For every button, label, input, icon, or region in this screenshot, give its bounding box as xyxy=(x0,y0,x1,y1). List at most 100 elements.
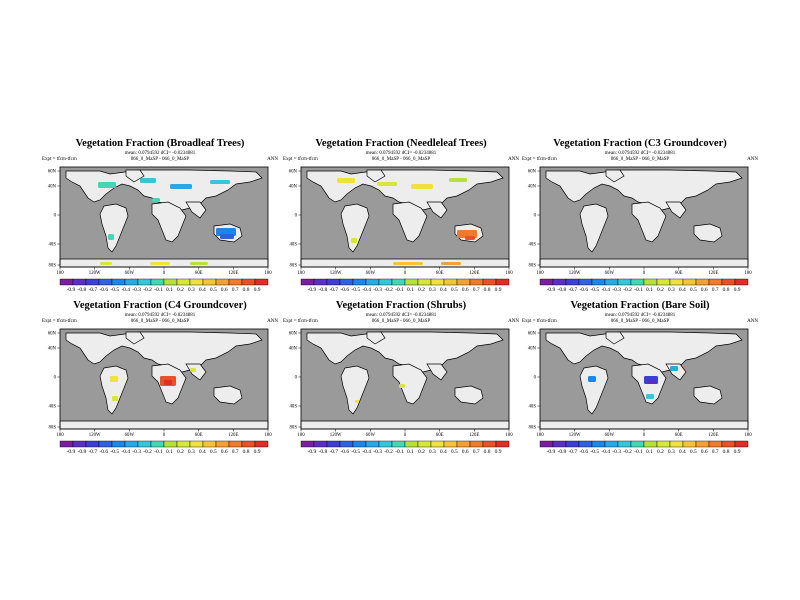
lon-tick-label: 120E xyxy=(708,433,718,438)
lat-tick-label: 0 xyxy=(295,376,298,381)
colorbar-label: 0.9 xyxy=(495,287,502,293)
colorbar-swatch xyxy=(604,278,619,286)
lon-tick-label: 180 xyxy=(56,271,64,276)
panel-expt: Expt = tfcm-tfcm xyxy=(283,319,318,324)
panel-case: 066_0_MaSP - 066_0_MaSP xyxy=(371,157,431,162)
colorbar-label: -0.8 xyxy=(78,449,87,455)
colorbar-label: 0.2 xyxy=(418,449,425,455)
colorbar-swatch xyxy=(695,278,710,286)
lon-tick-label: 0 xyxy=(404,271,407,276)
map-land xyxy=(454,385,484,405)
colorbar-swatch xyxy=(352,440,367,448)
panel-stats: mean: 0.0794592 dCI= -0.0234881 xyxy=(604,151,676,156)
colorbar-label: 0.9 xyxy=(254,287,261,293)
colorbar-swatch xyxy=(656,440,671,448)
colorbar-swatch xyxy=(708,278,723,286)
colorbar-label: -0.5 xyxy=(351,449,360,455)
colorbar-label: 0.6 xyxy=(221,449,228,455)
lon-tick-label: 60W xyxy=(125,271,135,276)
colorbar-swatch xyxy=(539,278,554,286)
lon-tick-label: 120W xyxy=(89,433,101,438)
map-land xyxy=(426,201,448,219)
colorbar-label: -0.2 xyxy=(623,449,632,455)
data-cell xyxy=(152,198,160,202)
colorbar-swatch xyxy=(552,278,567,286)
colorbar-label: -0.2 xyxy=(143,449,152,455)
panel-stats: mean: 0.0794592 dCI= -0.0234881 xyxy=(365,151,437,156)
colorbar-swatch xyxy=(300,278,315,286)
colorbar-label: -0.5 xyxy=(110,287,119,293)
colorbar-swatch xyxy=(669,440,684,448)
colorbar-label: 0.3 xyxy=(188,287,195,293)
map-land xyxy=(59,420,269,430)
data-cell xyxy=(110,376,118,382)
lon-tick-label: 180 xyxy=(536,433,544,438)
lat-tick-label: 0 xyxy=(295,214,298,219)
colorbar-swatch xyxy=(378,278,393,286)
data-cell xyxy=(441,262,461,265)
colorbar-label: 0.7 xyxy=(712,287,719,293)
colorbar-swatch xyxy=(111,440,126,448)
map-land xyxy=(125,331,145,345)
colorbar-label: -0.9 xyxy=(308,449,317,455)
colorbar-swatch xyxy=(313,440,328,448)
lon-tick-label: 120W xyxy=(330,271,342,276)
data-cell xyxy=(190,262,208,265)
lat-tick-label: 40S xyxy=(49,243,57,248)
panel-stats: mean: 0.0794592 dCI= -0.0234881 xyxy=(604,313,676,318)
lon-tick-label: 180 xyxy=(536,271,544,276)
colorbar-label: 0.4 xyxy=(199,287,206,293)
lat-tick-label: 80S xyxy=(529,426,537,431)
colorbar-label: -0.9 xyxy=(308,287,317,293)
colorbar-label: -0.9 xyxy=(67,287,76,293)
colorbar-swatch xyxy=(176,278,191,286)
map-land xyxy=(693,223,723,243)
map-land xyxy=(185,201,207,219)
lat-tick-label: 40N xyxy=(48,185,57,190)
map-land xyxy=(665,201,687,219)
colorbar-label: -0.5 xyxy=(590,449,599,455)
map-land xyxy=(579,365,609,415)
data-cell xyxy=(399,384,405,388)
map-land xyxy=(300,420,510,430)
colorbar-label: -0.1 xyxy=(154,449,163,455)
colorbar-label: 0.3 xyxy=(188,449,195,455)
data-cell xyxy=(170,184,192,189)
map-land xyxy=(392,363,428,405)
colorbar-label: -0.8 xyxy=(558,287,567,293)
data-cell xyxy=(337,178,355,183)
colorbar-swatch xyxy=(469,278,484,286)
colorbar-swatch xyxy=(189,440,204,448)
colorbar-label: -0.6 xyxy=(579,449,588,455)
colorbar-label: 0.3 xyxy=(429,287,436,293)
colorbar-swatch xyxy=(604,440,619,448)
panel-title: Vegetation Fraction (Broadleaf Trees) xyxy=(75,138,245,149)
panel-expt: Expt = tfcm-tfcm xyxy=(522,319,557,324)
colorbar-label: -0.5 xyxy=(590,287,599,293)
map-panel-c3-groundcover: Vegetation Fraction (C3 Groundcover) mea… xyxy=(520,138,760,298)
lat-tick-label: 0 xyxy=(54,376,57,381)
map-land xyxy=(693,385,723,405)
colorbar-label: 0.6 xyxy=(701,449,708,455)
map-land xyxy=(340,365,370,415)
lat-tick-label: 40N xyxy=(289,347,298,352)
lat-tick-label: 40S xyxy=(49,405,57,410)
colorbar-label: -0.9 xyxy=(547,449,556,455)
lon-tick-label: 0 xyxy=(163,271,166,276)
panel-season: ANN xyxy=(267,319,278,324)
data-cell xyxy=(150,262,170,265)
colorbar-label: 0.9 xyxy=(734,287,741,293)
colorbar-label: -0.6 xyxy=(579,287,588,293)
panel-stats: mean: 0.0794592 dCI= -0.0234881 xyxy=(365,313,437,318)
lon-tick-label: 120E xyxy=(469,433,479,438)
lat-tick-label: 80S xyxy=(49,264,57,269)
colorbar-label: 0.3 xyxy=(668,449,675,455)
colorbar-label: 0.4 xyxy=(440,449,447,455)
lon-tick-label: 120W xyxy=(330,433,342,438)
colorbar-label: -0.8 xyxy=(319,449,328,455)
lat-tick-label: 60N xyxy=(48,332,57,337)
lon-tick-label: 60W xyxy=(125,433,135,438)
colorbar-swatch xyxy=(495,278,510,286)
colorbar-swatch xyxy=(202,440,217,448)
colorbar-swatch xyxy=(404,278,419,286)
